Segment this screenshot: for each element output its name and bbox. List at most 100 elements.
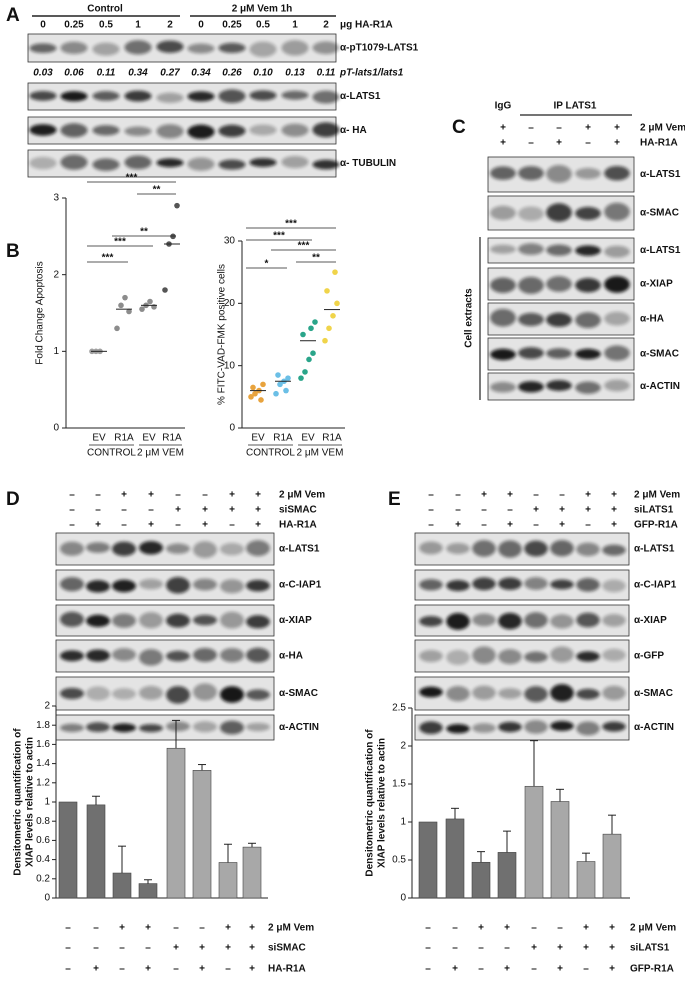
band (446, 612, 470, 630)
band (249, 124, 277, 136)
band (602, 648, 626, 662)
condition-sign: – (69, 490, 75, 501)
condition-sign: + (533, 505, 539, 516)
lane-label: 0 (198, 20, 204, 31)
condition-sign: + (95, 520, 101, 531)
band (472, 685, 496, 700)
band (546, 348, 572, 359)
data-point (258, 397, 264, 403)
band (29, 90, 57, 101)
condition-sign: + (249, 923, 255, 934)
condition-label: GFP-R1A (634, 520, 678, 531)
data-point (122, 294, 128, 301)
band (518, 166, 544, 181)
band (249, 41, 277, 58)
panel-letter: E (388, 489, 401, 510)
y-tick-label: 0.6 (36, 835, 50, 846)
condition-sign: – (65, 943, 71, 954)
band (193, 614, 217, 626)
bar (138, 883, 158, 899)
condition-sign: – (559, 490, 565, 501)
band (419, 686, 443, 698)
data-point (260, 381, 266, 388)
band (124, 40, 152, 55)
band (60, 123, 88, 138)
band (604, 379, 630, 392)
condition-label: HA-R1A (640, 138, 678, 149)
x-tick-label: R1A (114, 433, 134, 444)
condition-label: HA-R1A (279, 520, 317, 531)
data-point (298, 375, 304, 381)
condition-sign: + (229, 490, 235, 501)
band (524, 651, 548, 663)
condition-sign: – (452, 923, 458, 934)
condition-sign: – (528, 123, 534, 134)
band (281, 123, 309, 137)
condition-sign: – (93, 923, 99, 934)
blot-label: α-C-IAP1 (279, 580, 322, 591)
y-tick-label: 0 (229, 423, 235, 434)
data-point (248, 394, 254, 400)
band (193, 721, 217, 733)
band (490, 277, 516, 293)
condition-sign: + (585, 123, 591, 134)
lane-label: 0.25 (64, 20, 84, 31)
band (249, 158, 277, 167)
band (166, 576, 190, 594)
band (576, 688, 600, 700)
y-tick-label: 2 (400, 741, 406, 752)
condition-sign: – (583, 964, 589, 975)
condition-sign: + (500, 138, 506, 149)
condition-sign: + (559, 520, 565, 531)
band (60, 41, 88, 55)
blot-label: α-SMAC (634, 688, 673, 699)
significance: *** (298, 241, 310, 252)
lane-label: 0.5 (99, 20, 113, 31)
condition-sign: – (119, 964, 125, 975)
data-point (139, 306, 145, 312)
band (490, 381, 516, 393)
condition-sign: + (583, 923, 589, 934)
band (312, 122, 340, 138)
data-point (273, 390, 279, 397)
y-tick-label: 1 (400, 817, 406, 828)
y-axis-label: XIAP levels relative to actin (377, 738, 388, 868)
condition-sign: – (225, 964, 231, 975)
band (472, 646, 496, 664)
bar (86, 804, 106, 899)
band (166, 543, 190, 554)
data-point (147, 298, 153, 305)
band (498, 688, 522, 699)
condition-sign: – (65, 923, 71, 934)
condition-sign: + (202, 520, 208, 531)
significance: *** (273, 231, 285, 242)
band (550, 614, 574, 629)
condition-sign: – (121, 505, 127, 516)
y-tick-label: 0.5 (392, 855, 406, 866)
band (187, 91, 215, 102)
band (602, 685, 626, 701)
blot-label: α-SMAC (279, 688, 318, 699)
condition-label: 2 μM Vem (640, 123, 685, 134)
condition-sign: + (199, 964, 205, 975)
data-point (332, 269, 338, 275)
band (602, 544, 626, 556)
blot-label: α-LATS1 (340, 91, 381, 102)
significance: *** (114, 237, 126, 248)
band (166, 650, 190, 662)
band (156, 158, 184, 168)
band (550, 646, 574, 663)
header: IP LATS1 (554, 101, 597, 112)
y-tick-label: 1.5 (392, 779, 406, 790)
bar (418, 821, 438, 899)
condition-sign: – (425, 964, 431, 975)
condition-sign: – (229, 520, 235, 531)
band (220, 720, 244, 735)
band (472, 723, 496, 733)
band (524, 577, 548, 590)
band (602, 579, 626, 593)
significance: ** (312, 253, 320, 264)
band (576, 542, 600, 557)
condition-label: siSMAC (268, 943, 306, 954)
